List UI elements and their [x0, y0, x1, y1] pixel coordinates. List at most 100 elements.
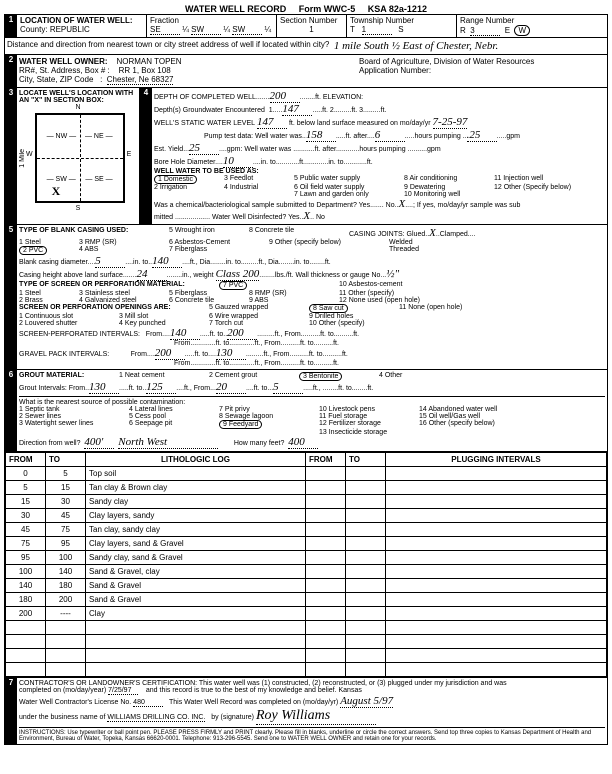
weight-label: weight — [193, 272, 213, 279]
p8: 8 Sewage lagoon — [219, 413, 319, 420]
static-label: WELL'S STATIC WATER LEVEL — [154, 120, 255, 127]
th-plug: PLUGGING INTERVALS — [386, 453, 607, 467]
g1: 1 Neat cement — [119, 372, 209, 381]
section-1-num: 1 — [5, 15, 17, 37]
bore-label: Bore Hole Diameter — [154, 159, 215, 166]
s1: 1 Steel — [19, 290, 79, 297]
addr-label: RR#, St. Address, Box # : — [19, 66, 110, 75]
s9: 9 ABS — [249, 297, 339, 304]
c6: 6 Asbestos-Cement — [169, 239, 269, 246]
casing-label: TYPE OF BLANK CASING USED: — [19, 227, 169, 239]
s3: 3 Stainless steel — [79, 290, 169, 297]
o5: 5 Gauzed wrapped — [209, 304, 309, 313]
p7: 7 Pit privy — [219, 406, 319, 413]
rec-date: August 5/97 — [340, 695, 393, 708]
p5: 5 Cess pool — [129, 413, 219, 420]
compl-label: completed on (mo/day/year) — [19, 687, 106, 694]
table-row: 1530Sandy clay — [6, 495, 607, 509]
o11: 11 None (open hole) — [399, 304, 462, 313]
grout-label: GROUT MATERIAL: — [19, 372, 119, 381]
weight-val: Class 200 — [216, 268, 260, 281]
disinf-x: X — [303, 210, 310, 222]
p14: 14 Abandoned water well — [419, 406, 549, 413]
section-4-num: 4 — [140, 88, 152, 224]
gint-to: 125 — [146, 381, 176, 394]
pump-label: Pump test data: — [204, 133, 253, 140]
s10: 10 Asbestos-cement — [339, 281, 459, 290]
s5: 5 Fiberglass — [169, 290, 249, 297]
form-header: WATER WELL RECORD Form WWC-5 KSA 82a-121… — [4, 4, 608, 14]
welded: Welded — [389, 239, 413, 246]
distance-value: 1 mile South ½ East of Chester, Nebr. — [334, 40, 498, 52]
dir-label: Direction from well? — [19, 440, 80, 447]
rng-w: W — [514, 25, 530, 36]
o1: 1 Continuous slot — [19, 313, 119, 320]
p9: 9 Feedyard — [219, 420, 262, 429]
p4: 4 Lateral lines — [129, 406, 219, 413]
gw-label: Depth(s) Groundwater Encountered — [154, 107, 265, 114]
range-label: Range Number — [460, 16, 604, 25]
ww-ft: 158 — [306, 129, 336, 142]
elev-label: ELEVATION: — [323, 94, 363, 101]
owner-label: WATER WELL OWNER: — [19, 57, 108, 66]
joints-x: X — [429, 227, 436, 239]
twp-n: 1 — [362, 25, 392, 35]
biz-val: WILLIAMS DRILLING CO. INC. — [107, 714, 205, 722]
form-title: WATER WELL RECORD — [185, 4, 286, 14]
static-val: 147 — [257, 116, 287, 129]
ey-label: Est. Yield — [154, 146, 183, 153]
city-value: Chester, Ne 68327 — [107, 75, 174, 85]
ww-label: Well water was — [255, 133, 302, 140]
table-row: 3045Clay layers, sandy — [6, 509, 607, 523]
s12: 12 None used (open hole) — [339, 297, 459, 304]
table-row — [6, 621, 607, 635]
distance-label: Distance and direction from nearest town… — [7, 40, 329, 52]
county-value: REPUBLIC — [50, 25, 90, 34]
table-row — [6, 635, 607, 649]
s8: 8 RMP (SR) — [249, 290, 339, 297]
use-12: 12 Other (Specify below) — [494, 184, 594, 191]
spi-to: 200 — [227, 327, 257, 340]
p2: 2 Sewer lines — [19, 413, 129, 420]
table-row: 200----Clay — [6, 607, 607, 621]
table-row: 7595Clay layers, sand & Gravel — [6, 537, 607, 551]
height-val: 24 — [137, 268, 167, 281]
rng-r: R — [460, 26, 466, 35]
chem-x: X — [398, 198, 405, 210]
p10: 10 Livestock pens — [319, 406, 419, 413]
section-7-num: 7 — [5, 678, 17, 744]
lic-label: Water Well Contractor's License No. — [19, 699, 131, 706]
contam-label: What is the nearest source of possible c… — [19, 396, 605, 406]
o4: 4 Key punched — [119, 320, 209, 327]
record-label: and this record is true to the best of m… — [146, 687, 362, 694]
thick-label: lbs./ft. Wall thickness or gauge No. — [275, 272, 383, 279]
height-label: Casing height above land surface — [19, 272, 123, 279]
lithologic-table: FROM TO LITHOLOGIC LOG FROM TO PLUGGING … — [5, 452, 607, 677]
s2: 2 Brass — [19, 297, 79, 304]
board-label: Board of Agriculture, Division of Water … — [359, 57, 605, 66]
section-6-num: 6 — [5, 370, 17, 451]
p15: 15 Oil well/Gas well — [419, 413, 549, 420]
p11: 11 Fuel storage — [319, 413, 419, 420]
table-row: 100140Sand & Gravel, clay — [6, 565, 607, 579]
use-3: 3 Feedlot — [224, 175, 294, 184]
s4: 4 Galvanized steel — [79, 297, 169, 304]
table-row — [6, 649, 607, 663]
feet-label: How many feet? — [234, 440, 285, 447]
sig-label: by (signature) — [211, 714, 254, 721]
addr-value: RR 1, Box 108 — [119, 66, 171, 75]
app-num-label: Application Number: — [359, 66, 605, 75]
s6: 6 Concrete tile — [169, 297, 249, 304]
ey-val: 25 — [189, 142, 219, 155]
static-suffix: ft. below land surface measured on mo/da… — [289, 120, 431, 127]
static-date: 7-25-97 — [433, 116, 468, 129]
th-from: FROM — [6, 453, 46, 467]
o6: 6 Wire wrapped — [209, 313, 309, 320]
threaded: Threaded — [389, 246, 419, 255]
screen-label: TYPE OF SCREEN OR PERFORATION MATERIAL: — [19, 281, 219, 290]
th-to: TO — [46, 453, 86, 467]
clamped: Clamped — [440, 231, 468, 238]
c8: 8 Concrete tile — [249, 227, 349, 239]
thick-val: ½" — [386, 268, 399, 280]
use-11: 11 Injection well — [494, 175, 594, 184]
